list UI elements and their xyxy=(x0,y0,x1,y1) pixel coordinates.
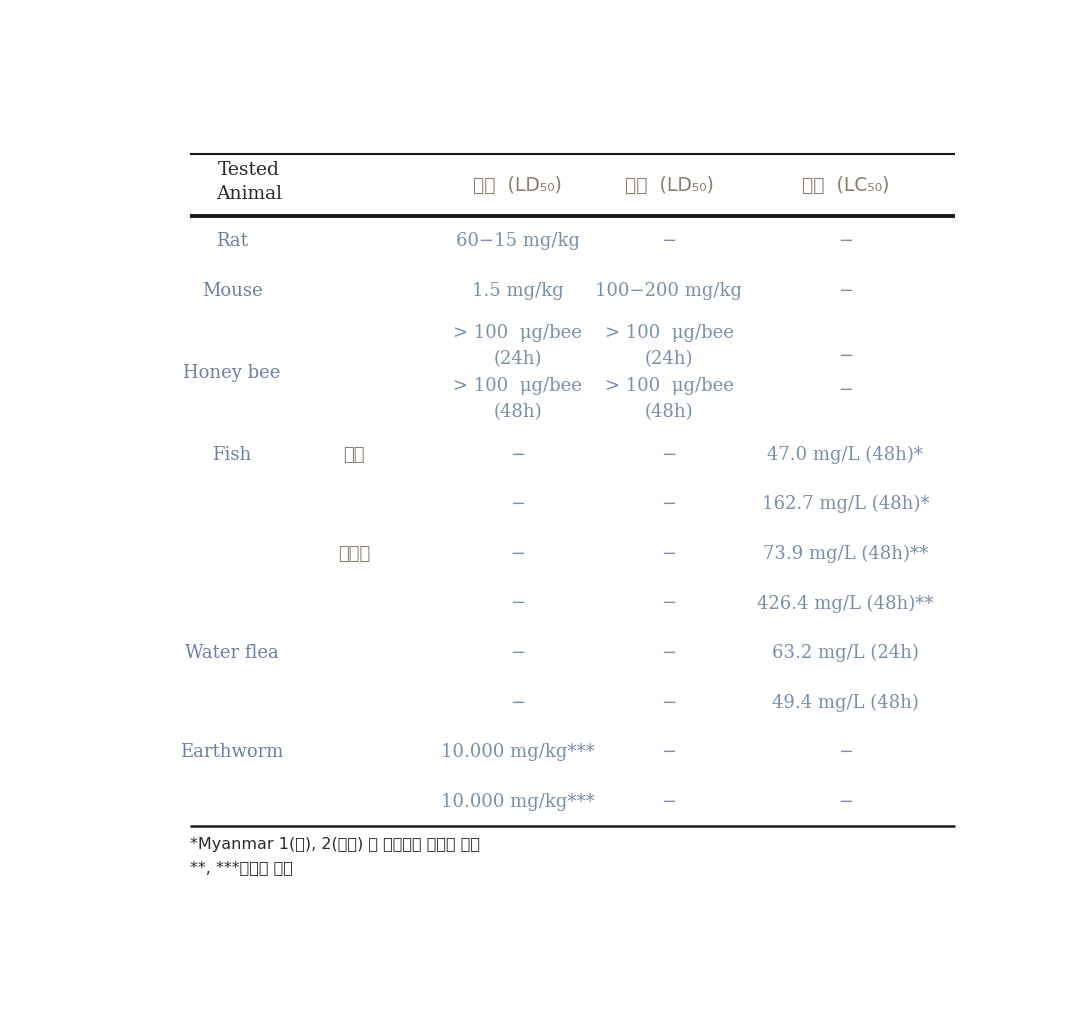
Text: −: − xyxy=(661,643,676,661)
Text: 급성  (LC₅₀): 급성 (LC₅₀) xyxy=(802,176,889,195)
Text: −: − xyxy=(838,347,853,364)
Text: 1.5 mg/kg: 1.5 mg/kg xyxy=(472,282,564,299)
Text: 60−15 mg/kg: 60−15 mg/kg xyxy=(455,233,580,250)
Text: > 100  μg/bee
(24h)
> 100  μg/bee
(48h): > 100 μg/bee (24h) > 100 μg/bee (48h) xyxy=(605,324,734,421)
Text: 63.2 mg/L (24h): 63.2 mg/L (24h) xyxy=(772,643,919,661)
Text: −: − xyxy=(511,544,526,562)
Text: −: − xyxy=(661,494,676,513)
Text: *Myanmar 1(위), 2(아래) 두 제품으로 실험된 결과: *Myanmar 1(위), 2(아래) 두 제품으로 실험된 결과 xyxy=(190,836,480,851)
Text: Mouse: Mouse xyxy=(202,282,262,299)
Text: Earthworm: Earthworm xyxy=(180,742,284,760)
Text: Water flea: Water flea xyxy=(185,643,279,661)
Text: −: − xyxy=(511,494,526,513)
Text: 10.000 mg/kg***: 10.000 mg/kg*** xyxy=(441,792,595,810)
Text: −: − xyxy=(511,445,526,463)
Text: 426.4 mg/L (48h)**: 426.4 mg/L (48h)** xyxy=(757,593,933,612)
Text: −: − xyxy=(661,445,676,463)
Text: −: − xyxy=(661,544,676,562)
Text: −: − xyxy=(838,282,853,299)
Text: −: − xyxy=(661,742,676,760)
Text: −: − xyxy=(511,693,526,711)
Text: −: − xyxy=(661,593,676,612)
Text: 10.000 mg/kg***: 10.000 mg/kg*** xyxy=(441,742,595,760)
Text: 47.0 mg/L (48h)*: 47.0 mg/L (48h)* xyxy=(767,445,924,463)
Text: Rat: Rat xyxy=(216,233,248,250)
Text: 73.9 mg/L (48h)**: 73.9 mg/L (48h)** xyxy=(763,544,928,562)
Text: 잉어: 잉어 xyxy=(344,445,364,463)
Text: 접촉  (LD₅₀): 접촉 (LD₅₀) xyxy=(624,176,713,195)
Text: −: − xyxy=(661,792,676,810)
Text: −: − xyxy=(661,233,676,250)
Text: −: − xyxy=(511,643,526,661)
Text: **, ***잉어와 동일: **, ***잉어와 동일 xyxy=(190,858,293,874)
Text: 49.4 mg/L (48h): 49.4 mg/L (48h) xyxy=(772,693,919,711)
Text: 162.7 mg/L (48h)*: 162.7 mg/L (48h)* xyxy=(762,494,929,513)
Text: > 100  μg/bee
(24h)
> 100  μg/bee
(48h): > 100 μg/bee (24h) > 100 μg/bee (48h) xyxy=(453,324,582,421)
Text: −: − xyxy=(838,380,853,398)
Text: −: − xyxy=(661,693,676,711)
Text: −: − xyxy=(838,742,853,760)
Text: Tested
Animal: Tested Animal xyxy=(216,161,282,202)
Text: −: − xyxy=(838,792,853,810)
Text: Honey bee: Honey bee xyxy=(183,363,281,381)
Text: 미구리: 미구리 xyxy=(338,544,370,562)
Text: 경구  (LD₅₀): 경구 (LD₅₀) xyxy=(474,176,563,195)
Text: −: − xyxy=(838,233,853,250)
Text: Fish: Fish xyxy=(212,445,251,463)
Text: −: − xyxy=(511,593,526,612)
Text: 100−200 mg/kg: 100−200 mg/kg xyxy=(595,282,743,299)
